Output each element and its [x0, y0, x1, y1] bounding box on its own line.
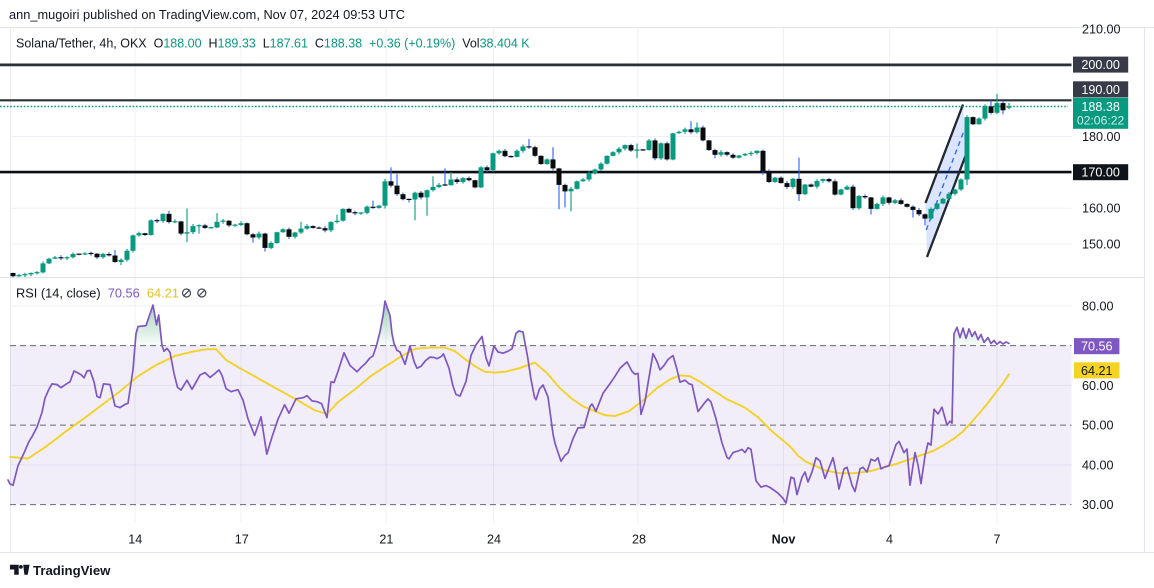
svg-text:28: 28 — [632, 533, 646, 547]
svg-text:188.38: 188.38 — [1081, 100, 1120, 114]
svg-text:150.00: 150.00 — [1082, 238, 1121, 252]
svg-text:Nov: Nov — [772, 533, 796, 547]
svg-text:40.00: 40.00 — [1082, 459, 1114, 473]
svg-text:RSI (14, close) 70.56 64.21: RSI (14, close) 70.56 64.21 — [16, 286, 179, 301]
svg-text:60.00: 60.00 — [1082, 379, 1114, 393]
svg-text:70.56: 70.56 — [1081, 340, 1113, 354]
svg-text:190.00: 190.00 — [1081, 83, 1120, 97]
svg-text:30.00: 30.00 — [1082, 498, 1114, 512]
svg-text:Solana/Tether, 4h, OKX O188.0: Solana/Tether, 4h, OKX O188.00 H189.33 L… — [16, 37, 530, 51]
svg-text:50.00: 50.00 — [1082, 419, 1114, 433]
svg-text:17: 17 — [235, 533, 249, 547]
svg-text:4: 4 — [886, 533, 893, 547]
svg-text:21: 21 — [379, 533, 393, 547]
svg-text:ann_mugoiri published on Tradi: ann_mugoiri published on TradingView.com… — [9, 7, 405, 22]
svg-text:14: 14 — [128, 533, 142, 547]
svg-text:160.00: 160.00 — [1082, 202, 1121, 216]
svg-text:170.00: 170.00 — [1081, 166, 1120, 180]
svg-text:210.00: 210.00 — [1082, 23, 1121, 37]
svg-text:64.21: 64.21 — [1081, 364, 1113, 378]
svg-text:7: 7 — [993, 533, 1000, 547]
svg-text:180.00: 180.00 — [1082, 130, 1121, 144]
svg-text:80.00: 80.00 — [1082, 300, 1114, 314]
svg-text:200.00: 200.00 — [1081, 58, 1120, 72]
svg-text:02:06:22: 02:06:22 — [1077, 114, 1125, 128]
svg-text:TradingView: TradingView — [33, 563, 111, 578]
svg-text:24: 24 — [487, 533, 501, 547]
